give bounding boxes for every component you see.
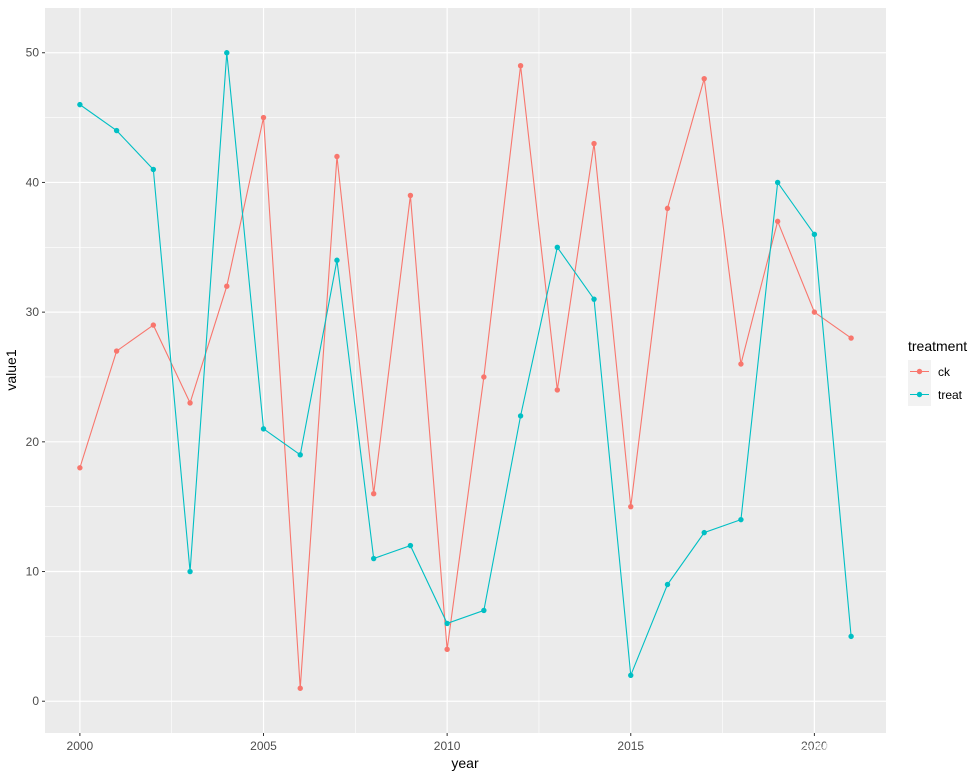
y-tick-label: 30 — [26, 305, 40, 319]
data-point-ck — [187, 400, 193, 406]
data-point-ck — [224, 283, 230, 289]
data-point-treat — [370, 555, 377, 562]
legend-item-treat: treat — [908, 383, 963, 406]
data-point-ck — [591, 140, 597, 147]
legend-item-ck: ck — [908, 360, 951, 383]
data-point-ck — [260, 114, 267, 121]
legend-title: treatment — [908, 338, 967, 354]
data-point-treat — [224, 50, 230, 56]
series-treat — [77, 50, 854, 678]
watermark: CSDN @酷三的R语言记录册 — [744, 742, 962, 761]
x-tick-label: 2010 — [434, 739, 461, 753]
data-point-ck — [554, 387, 561, 393]
x-tick-label: 2000 — [67, 739, 94, 753]
y-tick-label: 20 — [26, 435, 40, 449]
data-point-treat — [811, 231, 818, 238]
data-point-treat — [591, 296, 597, 302]
data-point-ck — [297, 685, 303, 691]
x-tick-label: 2005 — [250, 739, 277, 753]
x-axis-title: year — [451, 755, 479, 771]
data-point-treat — [517, 413, 524, 419]
data-point-ck — [811, 309, 818, 315]
data-point-ck — [628, 503, 634, 510]
data-point-treat — [738, 516, 744, 523]
data-point-ck — [77, 465, 83, 471]
data-point-treat — [664, 581, 671, 588]
data-point-ck — [701, 75, 707, 82]
data-point-ck — [113, 348, 120, 354]
legend-label: ck — [938, 365, 951, 379]
data-point-treat — [481, 607, 487, 614]
legend-label: treat — [938, 388, 963, 402]
major-grid — [45, 8, 886, 733]
axes: 0 10 20 30 40 50 2000 2005 2010 2015 2020 — [26, 46, 828, 753]
y-tick-label: 0 — [32, 694, 39, 708]
legend-key-point — [916, 391, 923, 398]
y-tick-label: 10 — [26, 565, 40, 579]
series-ck — [77, 63, 854, 691]
data-point-treat — [297, 452, 303, 458]
data-point-treat — [187, 568, 193, 575]
data-point-ck — [407, 192, 414, 199]
data-point-ck — [481, 374, 487, 380]
data-point-ck — [334, 153, 340, 160]
data-point-treat — [848, 633, 854, 640]
data-point-ck — [738, 361, 744, 367]
data-point-treat — [774, 179, 781, 186]
data-point-ck — [444, 646, 450, 653]
data-point-treat — [150, 166, 157, 173]
data-point-treat — [554, 244, 561, 250]
series-layer — [77, 50, 854, 691]
data-point-treat — [77, 101, 83, 108]
data-point-ck — [664, 205, 671, 212]
data-point-treat — [260, 426, 267, 432]
data-point-treat — [407, 542, 414, 549]
data-point-treat — [444, 620, 450, 627]
data-point-ck — [517, 63, 524, 69]
data-point-treat — [113, 127, 120, 134]
series-line-ck — [79, 65, 852, 689]
panel-background — [45, 8, 886, 733]
y-axis-title: value1 — [3, 349, 19, 390]
legend: treatment ck treat — [908, 338, 967, 406]
data-point-treat — [701, 529, 707, 536]
data-point-ck — [848, 335, 854, 341]
data-point-treat — [628, 672, 634, 678]
legend-key-point — [916, 368, 923, 375]
x-tick-label: 2015 — [617, 739, 644, 753]
data-point-ck — [150, 322, 157, 328]
data-point-ck — [370, 491, 377, 497]
y-tick-label: 40 — [26, 175, 40, 189]
legend-keys: ck treat — [908, 360, 963, 406]
y-tick-label: 50 — [26, 46, 40, 60]
x-tick-label: 2020 — [801, 739, 828, 753]
series-line-treat — [79, 52, 852, 676]
data-point-ck — [774, 218, 781, 225]
data-point-treat — [334, 257, 340, 263]
